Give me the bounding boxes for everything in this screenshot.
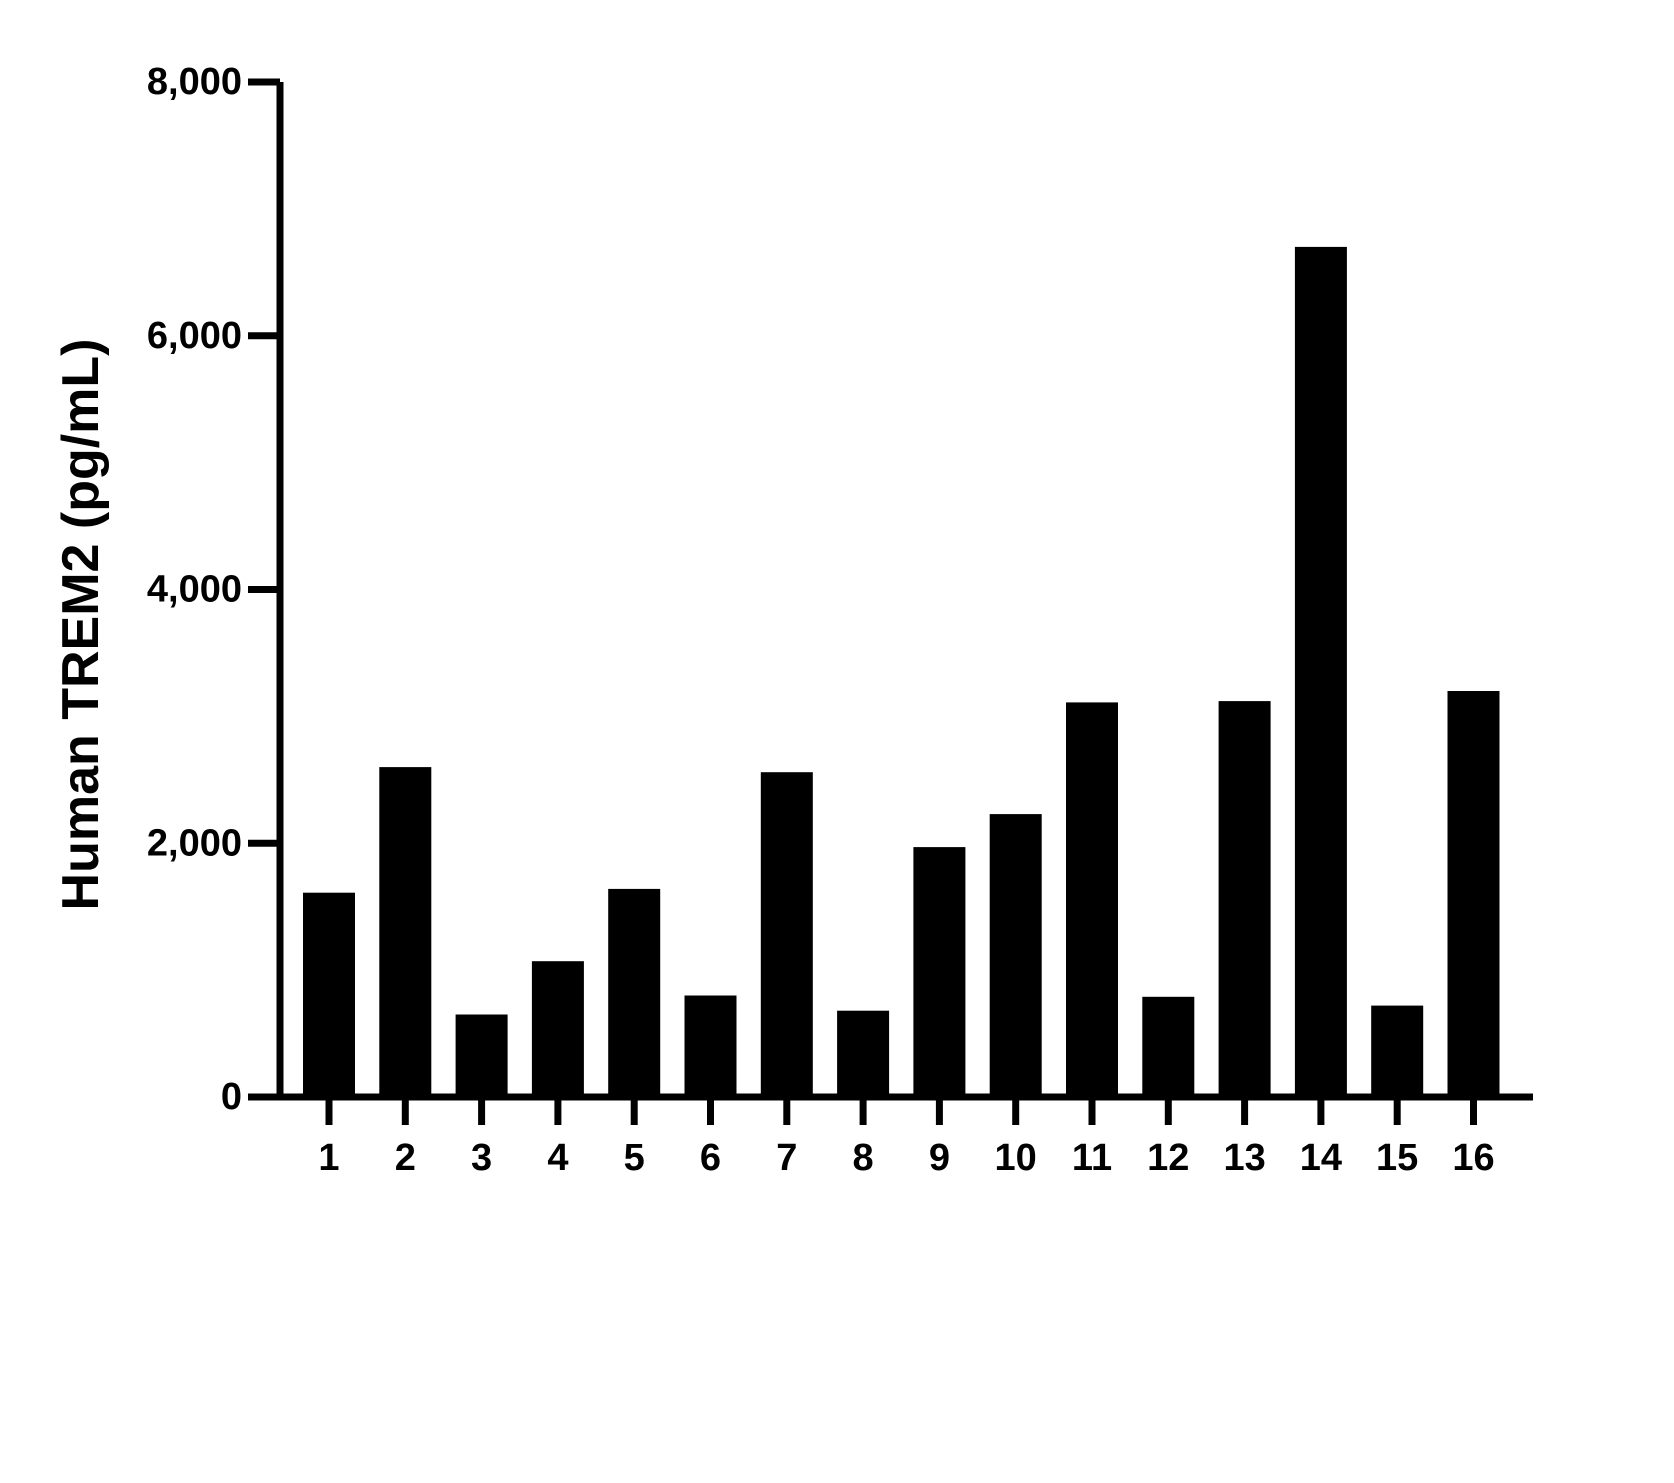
bar-5 xyxy=(608,888,661,1097)
x-tick-label: 16 xyxy=(1452,1137,1494,1179)
x-tick-label: 6 xyxy=(700,1137,721,1179)
x-tick-label: 4 xyxy=(547,1137,568,1179)
bar-7 xyxy=(760,772,813,1097)
bar-6 xyxy=(684,995,737,1097)
y-tick-label: 4,000 xyxy=(147,569,242,611)
bar-2 xyxy=(379,767,432,1097)
bar-15 xyxy=(1371,1005,1424,1097)
x-tick-label: 9 xyxy=(929,1137,950,1179)
x-tick-label: 3 xyxy=(471,1137,492,1179)
x-ticks: 1 2 3 4 5 6 7 8 9 10 11 12 13 14 15 16 xyxy=(318,1097,1495,1179)
x-tick-label: 14 xyxy=(1300,1137,1342,1179)
bar-11 xyxy=(1066,702,1118,1097)
bar-16 xyxy=(1447,691,1500,1097)
y-tick-label: 8,000 xyxy=(147,61,242,103)
x-tick-label: 11 xyxy=(1072,1137,1112,1179)
x-tick-label: 8 xyxy=(853,1137,874,1179)
x-tick-label: 12 xyxy=(1147,1137,1189,1179)
bar-3 xyxy=(455,1014,508,1097)
x-tick-label: 1 xyxy=(318,1137,339,1179)
x-tick-label: 7 xyxy=(776,1137,797,1179)
y-axis-title: Human TREM2 (pg/mL) xyxy=(52,339,110,911)
bar-14 xyxy=(1294,246,1347,1097)
bar-9 xyxy=(913,847,966,1097)
bars-layer xyxy=(303,246,1500,1097)
x-tick-label: 5 xyxy=(624,1137,645,1179)
x-tick-label: 15 xyxy=(1376,1137,1418,1179)
x-tick-label: 10 xyxy=(995,1137,1037,1179)
y-tick-label: 0 xyxy=(221,1076,242,1118)
y-tick-label: 6,000 xyxy=(147,315,242,357)
bar-1 xyxy=(303,892,355,1097)
x-tick-label: 2 xyxy=(395,1137,416,1179)
bar-12 xyxy=(1142,996,1195,1097)
bar-4 xyxy=(531,961,584,1097)
bar-10 xyxy=(989,814,1042,1097)
y-ticks: 0 2,000 4,000 6,000 8,000 xyxy=(147,61,280,1118)
y-tick-label: 2,000 xyxy=(147,822,242,864)
bar-13 xyxy=(1218,701,1271,1097)
bar-8 xyxy=(837,1010,890,1097)
x-tick-label: 13 xyxy=(1223,1137,1265,1179)
